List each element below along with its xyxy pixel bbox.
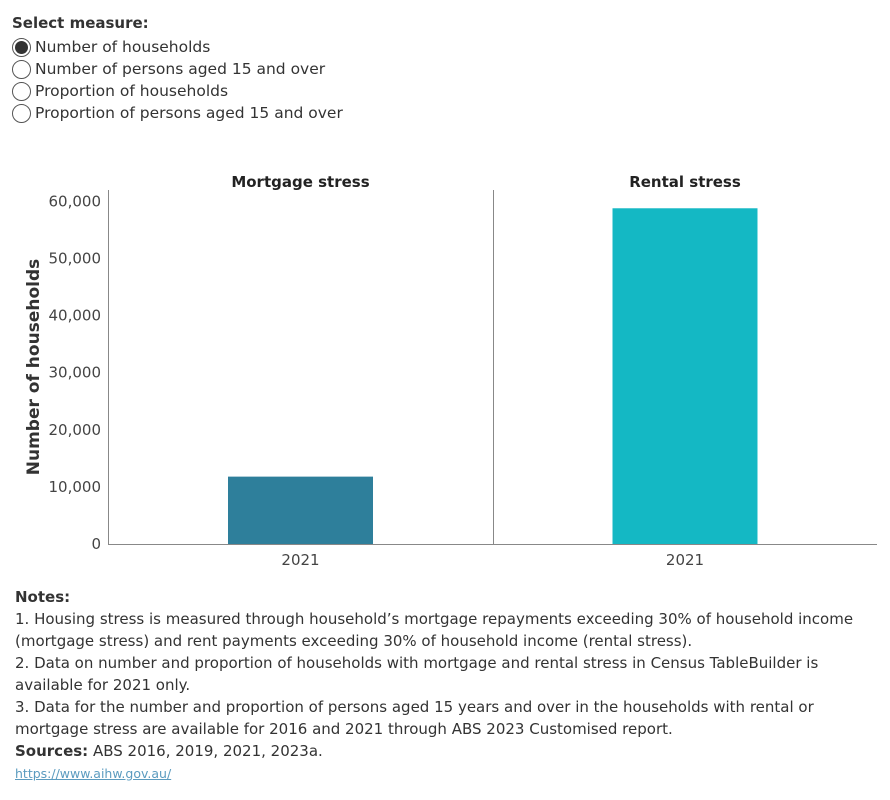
- y-tick-label: 30,000: [49, 364, 102, 382]
- radio-button[interactable]: [12, 37, 31, 57]
- notes-title: Notes:: [15, 588, 71, 606]
- radio-label: Number of households: [35, 38, 211, 56]
- y-axis-label: Number of households: [24, 259, 44, 475]
- measure-selector-title: Select measure:: [12, 14, 149, 32]
- measure-radio-group: Number of households Number of persons a…: [12, 36, 343, 124]
- radio-button[interactable]: [12, 59, 31, 79]
- y-tick-label: 20,000: [49, 421, 102, 439]
- radio-button[interactable]: [12, 81, 31, 101]
- radio-proportion-of-households[interactable]: Proportion of households: [12, 80, 343, 102]
- radio-label: Proportion of persons aged 15 and over: [35, 104, 343, 122]
- y-tick-label: 60,000: [49, 192, 102, 210]
- sources-label: Sources:: [15, 742, 89, 760]
- y-tick-label: 10,000: [49, 478, 102, 496]
- source-link[interactable]: https://www.aihw.gov.au/: [15, 766, 172, 781]
- bar-chart: Number of households 0 10,000 20,000 30,000 4…: [24, 173, 877, 569]
- radio-number-of-households[interactable]: Number of households: [12, 36, 343, 58]
- sources-text: ABS 2016, 2019, 2021, 2023a.: [88, 742, 323, 760]
- y-tick-label: 0: [91, 535, 101, 553]
- note-item: 1. Housing stress is measured through ho…: [15, 610, 854, 650]
- y-tick-label: 40,000: [49, 307, 102, 325]
- radio-label: Number of persons aged 15 and over: [35, 60, 326, 78]
- notes-section: Notes: 1. Housing stress is measured thr…: [15, 586, 880, 785]
- radio-number-of-persons[interactable]: Number of persons aged 15 and over: [12, 58, 343, 80]
- note-item: 3. Data for the number and proportion of…: [15, 698, 814, 738]
- radio-button[interactable]: [12, 103, 31, 123]
- panel-title: Mortgage stress: [231, 173, 369, 191]
- x-tick-label: 2021: [666, 551, 704, 569]
- y-tick-label: 50,000: [49, 250, 102, 268]
- radio-proportion-of-persons[interactable]: Proportion of persons aged 15 and over: [12, 102, 343, 124]
- sources-line: Sources: ABS 2016, 2019, 2021, 2023a.: [15, 740, 880, 762]
- x-tick-label: 2021: [281, 551, 319, 569]
- note-item: 2. Data on number and proportion of hous…: [15, 654, 819, 694]
- bar: [612, 208, 758, 544]
- panel-title: Rental stress: [629, 173, 741, 191]
- radio-label: Proportion of households: [35, 82, 229, 100]
- bar: [228, 476, 373, 544]
